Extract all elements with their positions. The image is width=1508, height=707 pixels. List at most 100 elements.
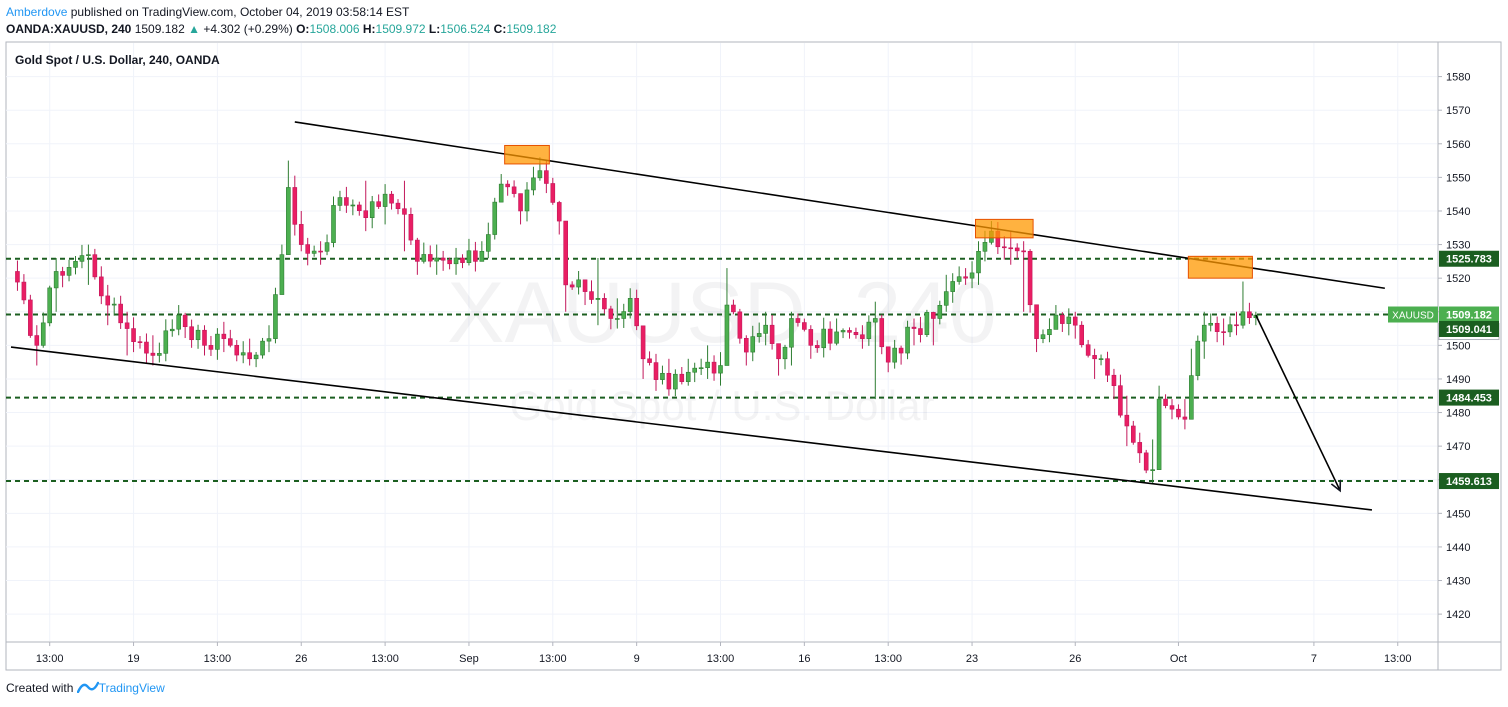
candle-up [924, 312, 930, 335]
candle-down [608, 308, 614, 319]
candle-down [92, 254, 98, 278]
candle-up [763, 324, 768, 334]
candle-down [827, 328, 833, 344]
time-axis[interactable]: 13:00 19 13:00 26 13:00 Sep 13:00 9 13:00 16 13:00… [36, 642, 1412, 665]
grid [6, 43, 1437, 641]
x-tick-label: 23 [966, 653, 978, 665]
candle-down [679, 373, 685, 382]
candle-down [711, 361, 717, 374]
candle-down [15, 271, 20, 283]
candle-up [485, 234, 491, 252]
candle-down [737, 311, 743, 339]
candle-down [415, 239, 420, 262]
candle-down [795, 318, 801, 323]
prev-price-bg [1439, 320, 1499, 337]
highlight-box [975, 218, 1034, 239]
candle-up [531, 177, 536, 191]
candle-down [563, 220, 569, 286]
candle-up [956, 276, 962, 282]
candle-down [550, 183, 556, 203]
candle-down [473, 250, 478, 262]
published-text: published on TradingView.com, October 04… [70, 5, 410, 19]
candle-down [802, 322, 807, 330]
candle-down [963, 276, 968, 279]
level-label-bg [1439, 389, 1499, 406]
candle-up [1189, 375, 1194, 420]
projection-arrow [1255, 314, 1340, 490]
candle-up [692, 367, 698, 373]
candle-down [292, 187, 298, 225]
candle-down [189, 326, 194, 341]
candle-up [627, 298, 633, 312]
candle-down [137, 341, 143, 343]
candle-down [99, 276, 104, 297]
price-axis[interactable]: 1420143014401450146014701480149015001510… [1438, 72, 1470, 622]
candle-up [1195, 340, 1201, 376]
candle-down [860, 334, 865, 339]
candle-up [724, 304, 730, 366]
footer: Created with TradingView [6, 681, 165, 695]
candle-up [1047, 329, 1052, 336]
candle-up [782, 346, 788, 360]
candle-down [228, 338, 233, 346]
change-up-icon: ▲ [188, 22, 200, 36]
candle-down [34, 335, 40, 346]
highlight-boxes [504, 144, 1253, 279]
candle-down [344, 197, 349, 206]
candle-up [1201, 324, 1207, 342]
candle-down [60, 271, 65, 276]
candle-up [47, 287, 53, 324]
candle-down [21, 281, 27, 301]
candle-up [369, 201, 375, 218]
candle-down [318, 250, 323, 253]
level-label-bg [1439, 473, 1499, 490]
x-tick-label: 13:00 [204, 653, 232, 665]
candle-down [124, 322, 130, 329]
candle-up [982, 242, 988, 252]
candle-down [221, 333, 227, 339]
candle-down [1079, 324, 1084, 346]
candle-up [240, 352, 246, 356]
high-label: H: [362, 22, 376, 36]
y-tick-label: 1550 [1446, 172, 1470, 184]
tradingview-brand[interactable]: TradingView [98, 681, 165, 695]
candle-down [447, 259, 452, 265]
candle-down [1182, 416, 1188, 420]
symbol-tag: XAUUSD [1392, 311, 1434, 322]
candle-up [382, 193, 388, 207]
candle-down [131, 328, 136, 342]
candles [15, 157, 1259, 484]
candle-down [150, 352, 156, 356]
x-tick-label: 26 [295, 653, 307, 665]
candle-up [1240, 311, 1246, 326]
candle-down [1001, 246, 1007, 249]
x-tick-label: 26 [1069, 653, 1081, 665]
author-link[interactable]: Amberdove [6, 5, 68, 19]
current-price-label: 1509.182 [1446, 310, 1492, 322]
candle-down [544, 170, 549, 184]
candle-down [363, 210, 369, 218]
x-tick-label: 13:00 [371, 653, 399, 665]
candle-down [518, 193, 523, 212]
x-tick-label: 13:00 [539, 653, 567, 665]
candle-up [524, 189, 530, 212]
candle-down [1092, 355, 1097, 360]
candle-down [853, 332, 859, 336]
x-tick-label: 13:00 [707, 653, 735, 665]
candle-down [647, 358, 652, 363]
candle-down [376, 201, 381, 207]
candle-up [479, 250, 485, 262]
y-tick-label: 1440 [1446, 542, 1470, 554]
candle-up [163, 330, 169, 354]
candle-down [847, 330, 852, 333]
candle-down [1169, 405, 1175, 410]
candle-down [395, 202, 401, 210]
candle-up [1098, 358, 1104, 360]
candle-down [1034, 304, 1039, 339]
candle-up [756, 333, 762, 337]
candle-down [589, 291, 594, 300]
candle-up [698, 367, 704, 370]
symbol-label: OANDA:XAUUSD, 240 [6, 22, 132, 36]
candle-up [1227, 324, 1233, 333]
